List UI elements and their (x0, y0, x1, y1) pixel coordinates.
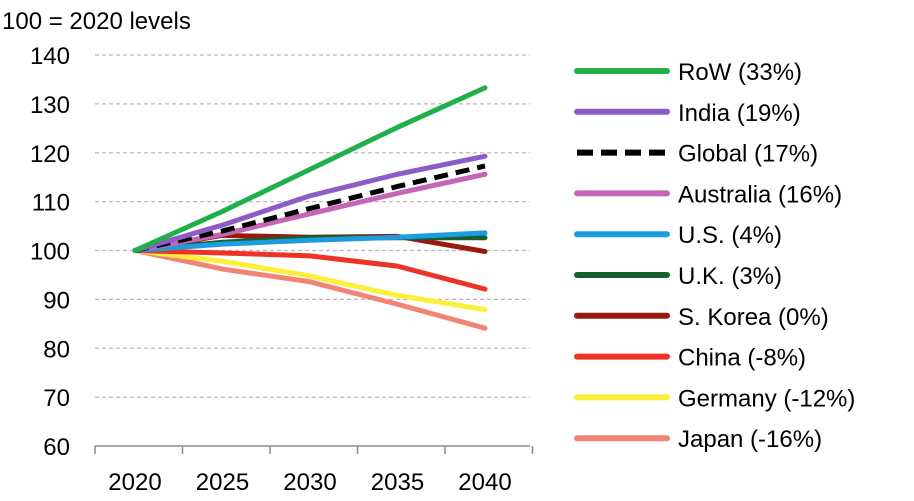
series-line-global (134, 163, 486, 253)
series-line-australia (132, 171, 488, 253)
series-line-row (132, 85, 488, 253)
legend-item: Australia (16%) (574, 181, 842, 208)
y-tick-label: 110 (32, 190, 70, 217)
y-tick-label: 130 (30, 92, 70, 119)
x-tick-label: 2025 (196, 469, 249, 496)
legend-item: Germany (-12%) (574, 385, 855, 412)
x-tick-label: 2030 (283, 469, 336, 496)
series-line-japan (132, 248, 488, 331)
legend-label: Global (17%) (678, 141, 818, 168)
y-tick-label: 60 (43, 434, 70, 461)
series-lines (132, 85, 488, 331)
series-line-china (132, 248, 488, 292)
y-tick-label: 80 (43, 336, 70, 363)
legend-item: China (-8%) (574, 345, 806, 372)
legend-label: Japan (-16%) (678, 426, 822, 453)
grid (95, 54, 530, 398)
legend-item: Japan (-16%) (574, 426, 822, 453)
x-tick-label: 2040 (458, 469, 511, 496)
axes: 60 70 80 90 100 110 120 130 140 2020 2025 2030 2035 2… (30, 43, 534, 496)
series-line-us (132, 230, 488, 253)
legend-item: RoW (33%) (574, 59, 802, 86)
legend-label: S. Korea (0%) (678, 304, 829, 331)
legend-item: U.S. (4%) (574, 222, 782, 249)
chart-title: 100 = 2020 levels (2, 8, 191, 35)
series-line-india (132, 153, 488, 253)
legend: RoW (33%) India (19%) Global (17%) Australi… (574, 59, 855, 453)
legend-label: U.K. (3%) (678, 263, 782, 290)
y-tick-label: 90 (43, 287, 70, 314)
legend-label: Australia (16%) (678, 181, 842, 208)
y-tick-label: 70 (43, 385, 70, 412)
legend-label: China (-8%) (678, 345, 806, 372)
series-line-germany (132, 248, 488, 313)
x-tick-label: 2020 (108, 469, 161, 496)
legend-item: U.K. (3%) (574, 263, 782, 290)
y-tick-label: 120 (30, 141, 70, 168)
legend-label: RoW (33%) (678, 59, 802, 86)
legend-label: Germany (-12%) (678, 385, 855, 412)
x-tick-label: 2035 (371, 469, 424, 496)
legend-label: India (19%) (678, 100, 801, 127)
legend-item: Global (17%) (577, 141, 818, 168)
y-tick-label: 140 (30, 43, 70, 70)
y-tick-label: 100 (30, 239, 70, 266)
legend-item: S. Korea (0%) (574, 304, 829, 331)
legend-item: India (19%) (574, 100, 801, 127)
legend-label: U.S. (4%) (678, 222, 782, 249)
